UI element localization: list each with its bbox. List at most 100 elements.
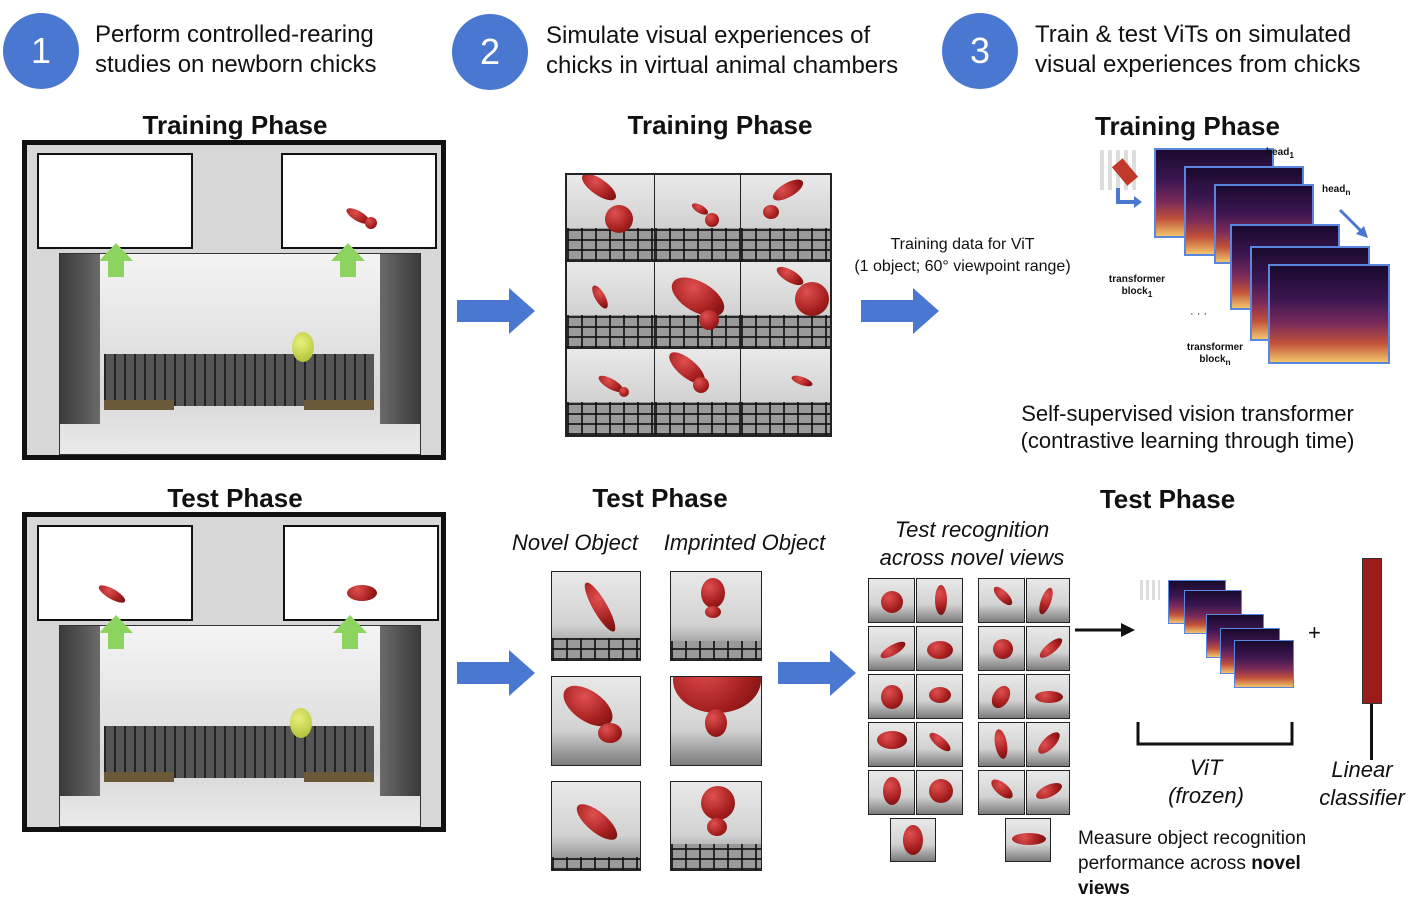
right-tray bbox=[304, 400, 374, 410]
grid-view bbox=[868, 578, 915, 623]
test-recog-line2: across novel views bbox=[879, 545, 1065, 570]
train-tile bbox=[566, 348, 655, 436]
grid-view bbox=[916, 578, 963, 623]
step-1-number: 1 bbox=[30, 30, 52, 71]
imprinted-object-label: Imprinted Object bbox=[663, 530, 826, 555]
measure-line3: views bbox=[1078, 878, 1130, 899]
imprinted-view bbox=[670, 571, 762, 661]
linear-classifier-bar bbox=[1362, 558, 1382, 704]
col3-training-title: Training Phase bbox=[1095, 111, 1280, 141]
step-3-text: Train & test ViTs on simulated visual ex… bbox=[1035, 20, 1360, 80]
grid-view bbox=[916, 626, 963, 671]
novel-view bbox=[551, 676, 641, 766]
left-test-screen bbox=[37, 525, 193, 621]
ssl-line2: (contrastive learning through time) bbox=[1020, 428, 1355, 453]
patch-arrow-icon bbox=[1116, 188, 1142, 208]
green-arrow-right-icon bbox=[331, 243, 365, 277]
step-2-circle: 2 bbox=[452, 14, 528, 90]
col1-test-title: Test Phase bbox=[167, 483, 303, 513]
grid-view bbox=[916, 722, 963, 767]
step-3-circle: 3 bbox=[942, 13, 1018, 89]
grid-view bbox=[890, 818, 936, 862]
left-screen bbox=[37, 153, 193, 249]
novel-screen-object bbox=[96, 582, 128, 606]
arrow-right-icon-test bbox=[457, 650, 535, 696]
step-1-line2: studies on newborn chicks bbox=[95, 51, 377, 78]
grid-view bbox=[868, 674, 915, 719]
vit-diagram: head1 headn transformer block1 transforme… bbox=[1100, 146, 1400, 378]
mini-attention-map bbox=[1234, 640, 1294, 688]
step-1-line1: Perform controlled-rearing bbox=[95, 21, 374, 48]
train-tile bbox=[566, 261, 655, 349]
train-tile bbox=[740, 174, 831, 262]
train-tile bbox=[740, 261, 831, 349]
training-data-line2: (1 object; 60° viewpoint range) bbox=[854, 258, 1071, 275]
arrow-right-icon bbox=[457, 288, 535, 334]
novel-object-label: Novel Object bbox=[512, 530, 638, 555]
test-right-tray bbox=[304, 772, 374, 782]
arrow-right-icon-test-2 bbox=[778, 650, 856, 696]
col2-test-title: Test Phase bbox=[592, 483, 728, 513]
attention-map bbox=[1268, 264, 1390, 364]
train-tile bbox=[740, 348, 831, 436]
chamber-interior bbox=[59, 253, 421, 455]
left-wall bbox=[60, 254, 100, 424]
grid-view bbox=[868, 626, 915, 671]
novel-view bbox=[551, 781, 641, 871]
col2-training-title: Training Phase bbox=[627, 110, 813, 140]
train-tile bbox=[566, 174, 655, 262]
step-2-text: Simulate visual experiences of chicks in… bbox=[546, 21, 898, 81]
ssl-label: Self-supervised vision transformer (cont… bbox=[990, 400, 1385, 454]
frozen-vit-diagram bbox=[1140, 578, 1300, 690]
train-tile bbox=[654, 261, 741, 349]
screen-object-head bbox=[365, 217, 377, 229]
linear-classifier-line bbox=[1370, 704, 1373, 760]
test-left-tray bbox=[104, 772, 174, 782]
grid-view bbox=[1026, 674, 1070, 719]
train-tile bbox=[654, 174, 741, 262]
test-recognition-label: Test recognition across novel views bbox=[856, 516, 1088, 572]
step-1-text: Perform controlled-rearing studies on ne… bbox=[95, 20, 376, 80]
headn-label: headn bbox=[1322, 184, 1351, 197]
measure-line2: performance across novel bbox=[1078, 853, 1301, 874]
test-green-arrow-left-icon bbox=[99, 615, 133, 649]
grid-view bbox=[1005, 818, 1051, 862]
grid-view bbox=[978, 674, 1025, 719]
test-chamber-interior bbox=[59, 625, 421, 827]
input-patch-icon bbox=[1100, 150, 1140, 190]
green-arrow-left-icon bbox=[99, 243, 133, 277]
test-chamber bbox=[22, 512, 446, 832]
block-dots: · · · bbox=[1190, 308, 1208, 320]
plus-sign: + bbox=[1308, 620, 1321, 645]
arrow-right-icon-2 bbox=[861, 288, 939, 334]
col3-test-title: Test Phase bbox=[1099, 484, 1236, 514]
training-chamber bbox=[22, 140, 446, 460]
grid-view bbox=[916, 674, 963, 719]
grid-view bbox=[1026, 578, 1070, 623]
grid-view bbox=[978, 722, 1025, 767]
training-data-label: Training data for ViT (1 object; 60° vie… bbox=[835, 234, 1090, 278]
test-chick bbox=[290, 708, 312, 738]
novel-view-grid bbox=[868, 578, 1070, 864]
left-tray bbox=[104, 400, 174, 410]
linear-line1: Linear bbox=[1331, 757, 1393, 782]
grid-view bbox=[868, 770, 915, 815]
step-3-line1: Train & test ViTs on simulated bbox=[1035, 21, 1352, 48]
step-2-line1: Simulate visual experiences of bbox=[546, 22, 871, 49]
step-3-line2: visual experiences from chicks bbox=[1035, 51, 1361, 78]
col1-training-title: Training Phase bbox=[142, 110, 328, 140]
step-2-number: 2 bbox=[479, 31, 501, 72]
test-green-arrow-right-icon bbox=[333, 615, 367, 649]
measure-line1: Measure object recognition bbox=[1078, 828, 1307, 849]
test-grid-floor bbox=[104, 726, 374, 778]
novel-view bbox=[551, 571, 641, 661]
grid-view bbox=[978, 578, 1025, 623]
grid-view bbox=[1026, 626, 1070, 671]
grid-view bbox=[1026, 722, 1070, 767]
black-arrow-icon bbox=[1075, 623, 1135, 637]
grid-view bbox=[978, 626, 1025, 671]
right-wall bbox=[380, 254, 420, 424]
train-tile bbox=[654, 348, 741, 436]
grid-view bbox=[978, 770, 1025, 815]
step-1-circle: 1 bbox=[3, 13, 79, 89]
